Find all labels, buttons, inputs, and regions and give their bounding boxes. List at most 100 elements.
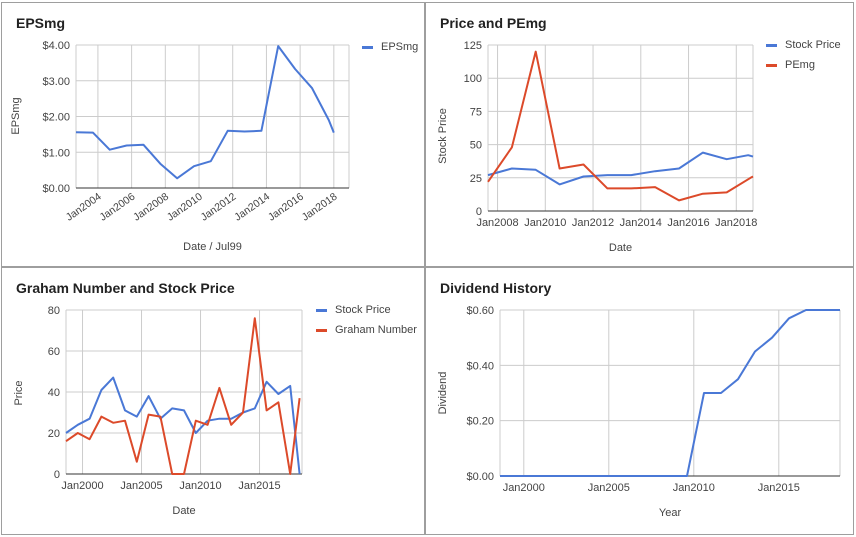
data-point[interactable] [225, 128, 230, 133]
data-point[interactable] [191, 164, 196, 169]
data-point[interactable] [288, 383, 293, 388]
data-point[interactable] [533, 49, 538, 54]
data-point[interactable] [700, 191, 705, 196]
data-point[interactable] [74, 130, 79, 135]
data-point[interactable] [99, 414, 104, 419]
data-point[interactable] [498, 474, 503, 479]
data-point[interactable] [821, 308, 826, 313]
data-point[interactable] [724, 157, 729, 162]
data-point[interactable] [217, 385, 222, 390]
data-point[interactable] [217, 416, 222, 421]
data-point[interactable] [124, 143, 129, 148]
data-point[interactable] [605, 173, 610, 178]
data-point[interactable] [326, 118, 331, 123]
data-point[interactable] [746, 153, 751, 158]
data-point[interactable] [170, 472, 175, 477]
data-point[interactable] [486, 173, 491, 178]
data-point[interactable] [736, 377, 741, 382]
data-point[interactable] [264, 408, 269, 413]
data-point[interactable] [193, 418, 198, 423]
data-point[interactable] [288, 472, 293, 477]
data-point[interactable] [804, 308, 809, 313]
data-point[interactable] [486, 179, 491, 184]
data-point[interactable] [293, 66, 298, 71]
data-point[interactable] [111, 420, 116, 425]
data-point[interactable] [75, 431, 80, 436]
data-point[interactable] [724, 190, 729, 195]
data-point[interactable] [123, 418, 128, 423]
data-point[interactable] [182, 472, 187, 477]
data-point[interactable] [509, 145, 514, 150]
data-point[interactable] [753, 349, 758, 354]
data-point[interactable] [141, 142, 146, 147]
data-point[interactable] [331, 130, 336, 135]
data-point[interactable] [158, 414, 163, 419]
series-line-dividend[interactable] [500, 309, 840, 477]
data-point[interactable] [685, 474, 690, 479]
data-point[interactable] [107, 147, 112, 152]
data-point[interactable] [653, 169, 658, 174]
data-point[interactable] [309, 85, 314, 90]
data-point[interactable] [276, 400, 281, 405]
data-point[interactable] [99, 387, 104, 392]
data-point[interactable] [175, 176, 180, 181]
data-point[interactable] [676, 166, 681, 171]
series-line-stock-price[interactable] [65, 376, 301, 475]
data-point[interactable] [676, 198, 681, 203]
data-point[interactable] [134, 459, 139, 464]
data-point[interactable] [259, 128, 264, 133]
data-point[interactable] [533, 167, 538, 172]
data-point[interactable] [653, 185, 658, 190]
data-point[interactable] [668, 474, 673, 479]
data-point[interactable] [700, 150, 705, 155]
data-point[interactable] [252, 406, 257, 411]
data-point[interactable] [751, 174, 756, 179]
data-point[interactable] [702, 391, 707, 396]
data-point[interactable] [276, 392, 281, 397]
data-point[interactable] [90, 130, 95, 135]
data-point[interactable] [581, 162, 586, 167]
series-line-graham-number[interactable] [65, 317, 301, 475]
data-point[interactable] [64, 431, 69, 436]
data-point[interactable] [146, 412, 151, 417]
data-point[interactable] [629, 173, 634, 178]
data-point[interactable] [123, 408, 128, 413]
data-point[interactable] [581, 174, 586, 179]
legend-item-stock-price[interactable]: Stock Price [766, 35, 841, 55]
data-point[interactable] [241, 410, 246, 415]
data-point[interactable] [242, 129, 247, 134]
data-point[interactable] [252, 316, 257, 321]
data-point[interactable] [605, 186, 610, 191]
data-point[interactable] [719, 391, 724, 396]
data-point[interactable] [87, 416, 92, 421]
data-point[interactable] [146, 394, 151, 399]
data-point[interactable] [64, 439, 69, 444]
data-point[interactable] [297, 396, 302, 401]
series-line-stock-price[interactable] [487, 151, 754, 186]
data-point[interactable] [509, 166, 514, 171]
data-point[interactable] [557, 182, 562, 187]
legend-item-epsmg[interactable]: EPSmg [362, 37, 418, 57]
data-point[interactable] [276, 44, 281, 49]
series-line-pemg[interactable] [487, 50, 754, 202]
legend-item-pemg[interactable]: PEmg [766, 55, 841, 75]
data-point[interactable] [205, 422, 210, 427]
legend-item-stock-price[interactable]: Stock Price [316, 300, 417, 320]
data-point[interactable] [229, 422, 234, 427]
data-point[interactable] [264, 379, 269, 384]
data-point[interactable] [751, 154, 756, 159]
data-point[interactable] [297, 472, 302, 477]
data-point[interactable] [182, 408, 187, 413]
data-point[interactable] [170, 406, 175, 411]
legend-item-graham-number[interactable]: Graham Number [316, 320, 417, 340]
data-point[interactable] [770, 335, 775, 340]
data-point[interactable] [134, 414, 139, 419]
series-line-epsmg[interactable] [75, 45, 335, 180]
data-point[interactable] [557, 166, 562, 171]
data-point[interactable] [787, 316, 792, 321]
data-point[interactable] [111, 375, 116, 380]
data-point[interactable] [158, 161, 163, 166]
data-point[interactable] [838, 308, 843, 313]
data-point[interactable] [75, 422, 80, 427]
data-point[interactable] [208, 159, 213, 164]
